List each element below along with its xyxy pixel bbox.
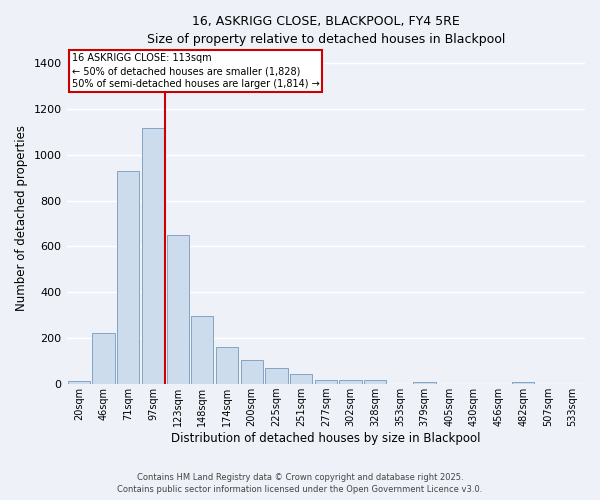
Bar [92, 332, 115, 384]
Y-axis label: Number of detached properties: Number of detached properties [15, 124, 28, 310]
Bar [216, 348, 238, 384]
Bar [241, 360, 263, 384]
Bar [340, 380, 362, 384]
Bar [117, 170, 139, 384]
Bar [512, 382, 535, 384]
Title: 16, ASKRIGG CLOSE, BLACKPOOL, FY4 5RE
Size of property relative to detached hous: 16, ASKRIGG CLOSE, BLACKPOOL, FY4 5RE Si… [146, 15, 505, 46]
Bar [290, 374, 312, 384]
Bar [413, 382, 436, 384]
Text: 16 ASKRIGG CLOSE: 113sqm
← 50% of detached houses are smaller (1,828)
50% of sem: 16 ASKRIGG CLOSE: 113sqm ← 50% of detach… [72, 53, 319, 90]
Bar [314, 380, 337, 384]
Bar [167, 235, 189, 384]
X-axis label: Distribution of detached houses by size in Blackpool: Distribution of detached houses by size … [171, 432, 481, 445]
Bar [142, 128, 164, 384]
Bar [191, 316, 214, 384]
Bar [364, 380, 386, 384]
Bar [68, 381, 90, 384]
Bar [265, 368, 287, 384]
Text: Contains HM Land Registry data © Crown copyright and database right 2025.
Contai: Contains HM Land Registry data © Crown c… [118, 472, 482, 494]
